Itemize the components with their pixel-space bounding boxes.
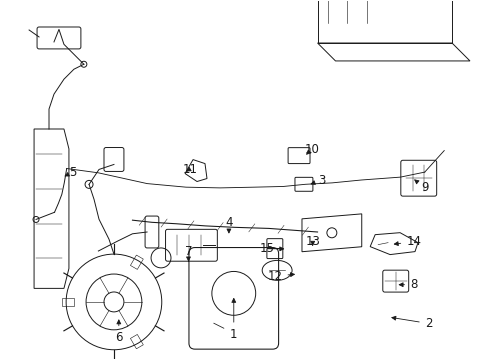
Text: 15: 15 [259, 242, 283, 255]
Bar [130, 255, 143, 269]
Text: 13: 13 [305, 235, 320, 248]
Text: 12: 12 [267, 270, 294, 283]
Text: 11: 11 [182, 163, 197, 176]
Text: 8: 8 [398, 278, 417, 291]
Text: 10: 10 [304, 143, 319, 156]
Text: 3: 3 [310, 174, 325, 186]
Text: 6: 6 [115, 320, 122, 344]
Bar [130, 334, 143, 349]
Text: 4: 4 [224, 216, 232, 233]
Text: 7: 7 [184, 245, 192, 261]
Text: 5: 5 [65, 166, 77, 179]
Bar [62, 298, 74, 306]
Text: 9: 9 [414, 180, 427, 194]
Text: 1: 1 [229, 298, 237, 341]
Text: 14: 14 [393, 235, 420, 248]
Text: 2: 2 [391, 316, 431, 330]
